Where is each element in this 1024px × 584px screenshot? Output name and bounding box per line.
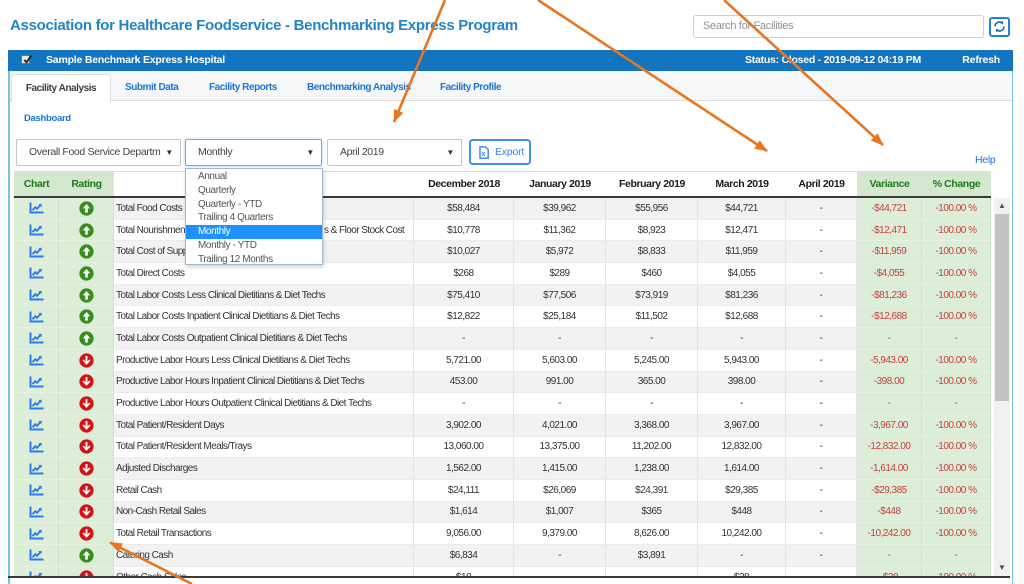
svg-text:x: x bbox=[482, 151, 486, 158]
